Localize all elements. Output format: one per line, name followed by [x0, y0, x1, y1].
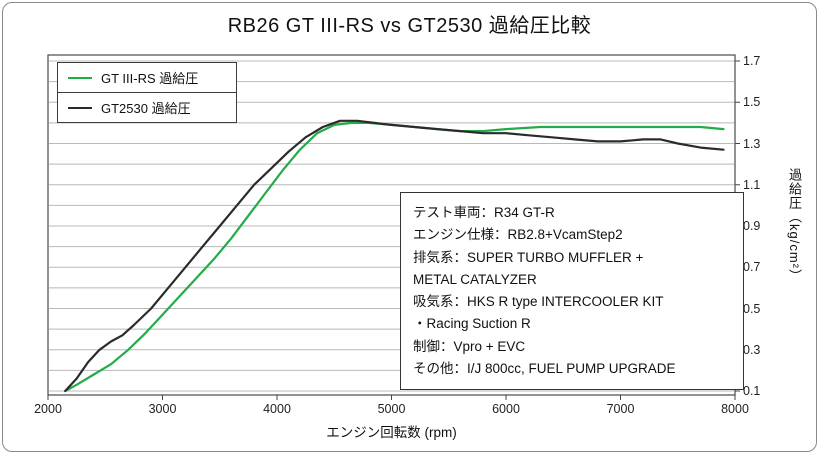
annotation-line: テスト車両：R34 GT-R — [413, 205, 555, 220]
legend-item-gt2530: GT2530 過給圧 — [57, 92, 237, 123]
annotation-box: テスト車両：R34 GT-R エンジン仕様：RB2.8+VcamStep2 排気… — [400, 192, 744, 391]
y-axis-title: 過給圧（kg/cm²） — [787, 167, 802, 283]
y-tick-label: 0.5 — [743, 301, 761, 316]
y-axis-title-wrap: 過給圧（kg/cm²） — [785, 55, 804, 395]
annotation-line: 制御：Vpro + EVC — [413, 338, 526, 354]
x-tick-label: 7000 — [606, 402, 635, 416]
annotation-line: エンジン仕様：RB2.8+VcamStep2 — [413, 227, 623, 243]
y-tick-label: 0.7 — [743, 260, 761, 275]
y-tick-label: 1.3 — [743, 136, 761, 151]
x-tick-label: 4000 — [263, 402, 291, 416]
legend-label-gt2530: GT2530 過給圧 — [101, 101, 191, 116]
legend: GT III-RS 過給圧 GT2530 過給圧 — [57, 62, 237, 123]
y-tick-label: 0.3 — [743, 342, 761, 357]
annotation-line: ・Racing Suction R — [413, 316, 531, 332]
x-tick-label: 6000 — [492, 402, 520, 416]
chart-title: RB26 GT III-RS vs GT2530 過給圧比較 — [227, 15, 592, 37]
annotation-line: 排気系：SUPER TURBO MUFFLER + — [413, 249, 644, 265]
x-axis-title: エンジン回転数 (rpm) — [326, 425, 457, 440]
series-line-0 — [64, 121, 725, 393]
legend-label-gt3rs: GT III-RS 過給圧 — [101, 71, 199, 86]
y-tick-label: 1.1 — [743, 177, 761, 192]
series-line-1 — [64, 119, 725, 393]
y-tick-label: 0.9 — [743, 219, 761, 233]
y-tick-label: 0.1 — [743, 384, 761, 398]
annotation-line: その他：I/J 800cc, FUEL PUMP UPGRADE — [413, 360, 676, 376]
x-tick-label: 8000 — [721, 402, 749, 416]
legend-item-gt3rs: GT III-RS 過給圧 — [57, 62, 237, 93]
y-tick-label: 1.5 — [743, 95, 761, 110]
annotation-line: 吸気系：HKS R type INTERCOOLER KIT — [413, 294, 664, 310]
legend-line-swatch-gt3rs — [68, 76, 92, 79]
y-tick-label: 1.7 — [743, 54, 761, 68]
annotation-line: METAL CATALYZER — [413, 271, 537, 287]
legend-line-swatch-gt2530 — [68, 106, 92, 109]
x-tick-label: 5000 — [377, 402, 406, 416]
x-tick-label: 3000 — [148, 402, 177, 416]
x-tick-label: 2000 — [34, 402, 62, 416]
